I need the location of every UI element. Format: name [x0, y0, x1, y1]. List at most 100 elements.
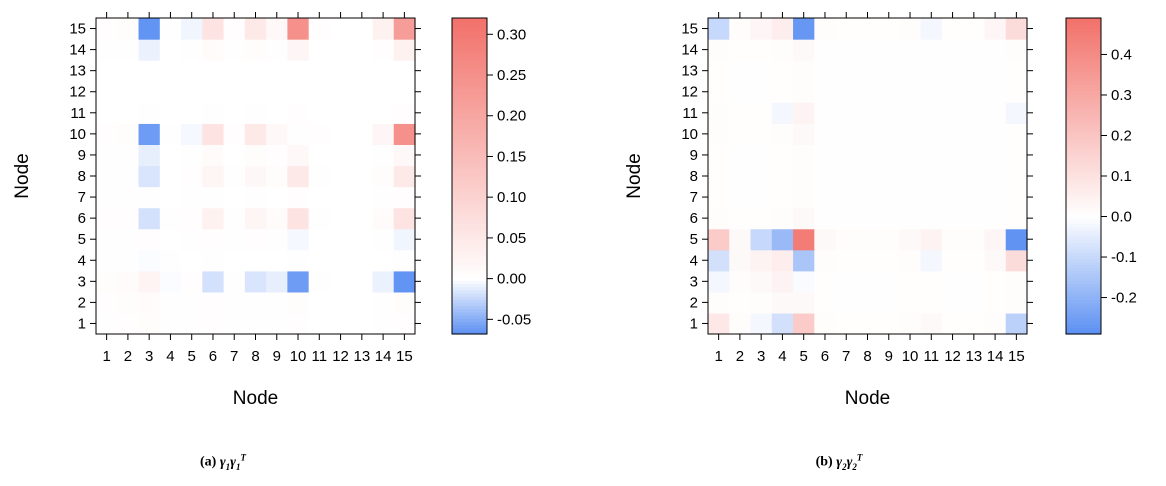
colorbar-segment [452, 106, 487, 111]
heatmap-cell [878, 165, 900, 188]
colorbar-segment [452, 232, 487, 237]
heatmap-cell [287, 312, 310, 335]
heatmap-cell [793, 228, 815, 251]
heatmap-cell [244, 144, 267, 167]
colorbar-segment [1066, 229, 1101, 234]
heatmap-cell [96, 207, 118, 230]
heatmap-cell [984, 312, 1007, 335]
heatmap-cell [729, 18, 752, 40]
heatmap-cell [793, 18, 815, 40]
x-tick-label: 15 [1008, 348, 1025, 365]
heatmap-cell [181, 186, 203, 209]
heatmap-cell [856, 18, 879, 40]
heatmap-cell [750, 39, 773, 61]
x-tick-label: 11 [312, 348, 328, 365]
heatmap-cell [814, 144, 837, 167]
colorbar-segment [452, 255, 487, 259]
heatmap-cell [941, 312, 964, 335]
colorbar-segment [452, 289, 487, 294]
heatmap-cell [878, 144, 900, 167]
heatmap-cell [223, 270, 246, 293]
y-tick-label: 8 [690, 168, 698, 185]
y-tick-label: 6 [78, 210, 86, 227]
heatmap-cell [202, 39, 225, 61]
colorbar-segment [1066, 277, 1101, 281]
x-tick-label: 9 [885, 348, 893, 365]
colorbar-segment [452, 176, 487, 180]
colorbar-segment [1066, 176, 1101, 180]
heatmap-cell [266, 207, 288, 230]
x-tick-label: 4 [778, 348, 786, 365]
heatmap-cell [750, 228, 773, 251]
heatmap-cell [181, 207, 203, 230]
heatmap-cell [96, 312, 118, 335]
heatmap-cell [372, 249, 395, 272]
heatmap-cell [138, 102, 161, 124]
heatmap-cell [329, 249, 352, 272]
heatmap-cell [393, 123, 416, 145]
y-tick-label: 15 [69, 21, 86, 38]
heatmap-cell [708, 186, 730, 209]
colorbar-segment [1066, 138, 1101, 142]
colorbar-segment [1066, 261, 1101, 266]
heatmap-cell [750, 81, 773, 103]
heatmap-cell [223, 102, 246, 124]
heatmap-cell [708, 102, 730, 124]
heatmap-cell [878, 270, 900, 293]
heatmap-cell [771, 312, 794, 335]
x-tick-label: 12 [332, 348, 349, 365]
heatmap-cell [856, 270, 879, 293]
heatmap-cell [287, 144, 310, 167]
heatmap-cell [202, 165, 225, 188]
heatmap-cell [941, 186, 964, 209]
heatmap-cell [729, 270, 752, 293]
x-tick-label: 10 [290, 348, 307, 365]
heatmap-cell [856, 228, 879, 251]
heatmap-cell [1005, 144, 1028, 167]
heatmap-cell [963, 18, 986, 40]
heatmap-cell [393, 81, 416, 103]
colorbar-segment [1066, 160, 1101, 164]
colorbar-segment [1066, 49, 1101, 54]
heatmap-cell [835, 81, 858, 103]
y-tick-label: 9 [78, 147, 86, 164]
y-tick-label: 12 [69, 84, 86, 101]
heatmap-cell [181, 228, 203, 251]
heatmap-cell [793, 123, 815, 145]
heatmap-cell [351, 39, 374, 61]
colorbar-segment [452, 87, 487, 92]
colorbar-segment [1066, 157, 1101, 161]
colorbar-segment [452, 27, 487, 32]
heatmap-cell [708, 60, 730, 82]
x-tick-label: 9 [273, 348, 281, 365]
heatmap-panel-b: 1122334455667788991010111112121313141415… [624, 12, 1137, 409]
heatmap-cell [941, 207, 964, 230]
heatmap-cells [708, 18, 1028, 335]
colorbar-segment [1066, 90, 1101, 95]
colorbar-tick-label: 0.30 [497, 26, 526, 43]
colorbar-segment [452, 24, 487, 29]
heatmap-cell [181, 312, 203, 335]
colorbar-segment [1066, 245, 1101, 250]
colorbar-segment [452, 292, 487, 297]
heatmap-cell [266, 102, 288, 124]
heatmap-cell [984, 81, 1007, 103]
heatmap-cell [856, 81, 879, 103]
heatmap-cell [899, 102, 922, 124]
heatmap-cell [920, 144, 943, 167]
heatmap-cell [984, 102, 1007, 124]
heatmap-cell [244, 39, 267, 61]
heatmap-panel-a: 1122334455667788991010111112121313141415… [12, 12, 531, 409]
colorbar-segment [1066, 21, 1101, 25]
colorbar-segment [452, 52, 487, 57]
colorbar-segment [1066, 74, 1101, 79]
colorbar-segment [1066, 302, 1101, 307]
y-axis-label: Node [12, 153, 33, 198]
heatmap-cell [878, 312, 900, 335]
colorbar-segment [452, 251, 487, 256]
colorbar-segment [1066, 201, 1101, 206]
y-tick-label: 6 [690, 210, 698, 227]
heatmap-cell [181, 18, 203, 40]
heatmap-cell [899, 123, 922, 145]
